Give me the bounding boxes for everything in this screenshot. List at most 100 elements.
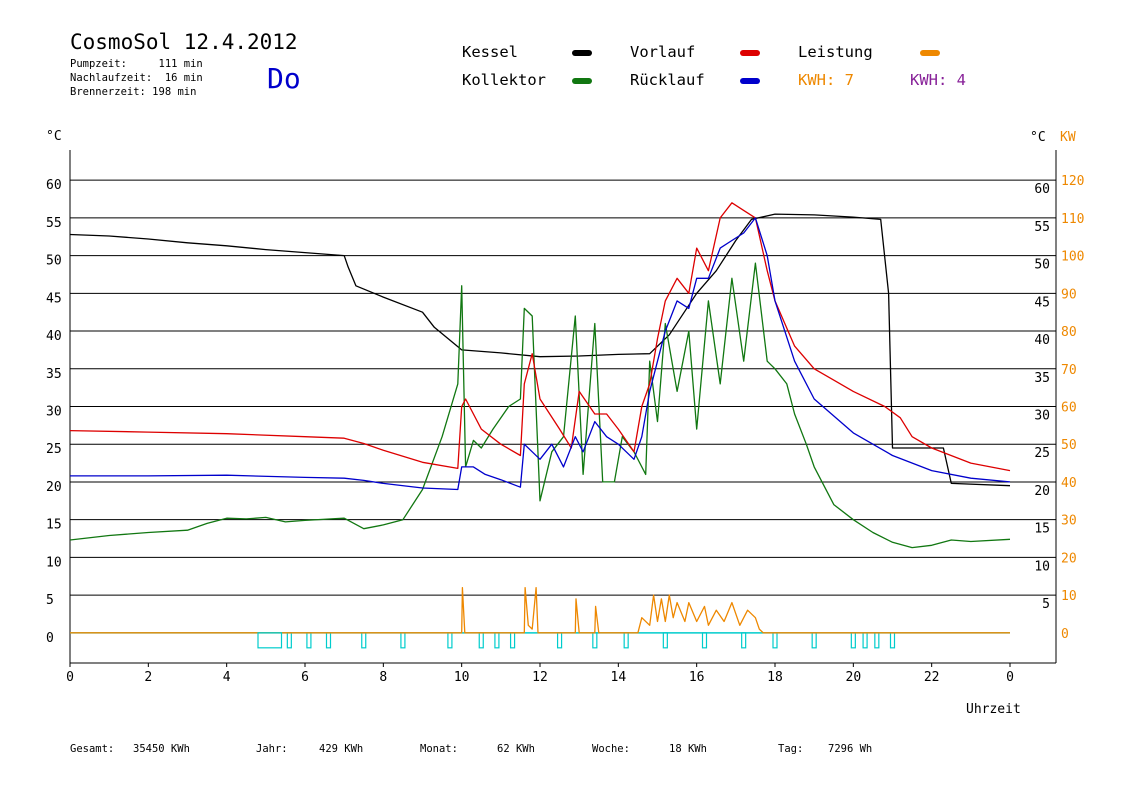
burner-marker <box>811 632 817 649</box>
footer-total-label: Gesamt: <box>70 743 115 755</box>
series-line-kessel <box>69 213 1011 487</box>
footer-day-label: Tag: <box>778 743 804 755</box>
y-tick-label: 50 <box>46 254 62 269</box>
y-tick-label: 0 <box>46 631 54 646</box>
y2-tick-label: 20 <box>1061 551 1077 566</box>
x-tick-label: 4 <box>223 670 231 685</box>
burner-marker <box>850 632 856 649</box>
burner-marker <box>400 632 406 649</box>
y-tick-label-right: 15 <box>1034 522 1050 537</box>
x-tick-label: 12 <box>532 670 548 685</box>
y-tick-label: 60 <box>46 178 62 193</box>
burner-marker <box>889 632 896 649</box>
y-tick-label-right: 50 <box>1034 258 1050 273</box>
footer-month-label: Monat: <box>420 743 458 755</box>
y-tick-label: 20 <box>46 480 62 495</box>
y-tick-label: 10 <box>46 555 62 570</box>
burner-marker <box>874 632 880 649</box>
burner-marker <box>662 632 668 649</box>
y2-tick-label: 40 <box>1061 476 1077 491</box>
pump-time: Pumpzeit: 111 min <box>70 58 203 70</box>
burner-time: Brennerzeit: 198 min <box>70 86 197 98</box>
burner-marker <box>447 632 453 649</box>
right-axis-unit-celsius: °C <box>1030 130 1046 145</box>
footer-total-value: 35450 KWh <box>133 743 190 755</box>
legend-swatch-kessel <box>572 50 592 56</box>
y-tick-label: 35 <box>46 367 62 382</box>
burner-marker <box>701 632 708 649</box>
legend-swatch-ruecklauf <box>740 78 760 84</box>
y2-tick-label: 50 <box>1061 438 1077 453</box>
y-tick-label: 15 <box>46 518 62 533</box>
x-tick-label: 10 <box>454 670 470 685</box>
x-tick-label: 2 <box>144 670 152 685</box>
y2-tick-label: 0 <box>1061 627 1069 642</box>
x-tick-label: 8 <box>379 670 387 685</box>
legend-swatch-leistung <box>920 50 940 56</box>
y-tick-label-right: 10 <box>1034 559 1050 574</box>
burner-marker <box>361 632 367 649</box>
x-tick-label: 20 <box>846 670 862 685</box>
legend-label-kollektor: Kollektor <box>462 71 546 89</box>
y2-tick-label: 60 <box>1061 401 1077 416</box>
footer-year-label: Jahr: <box>256 743 288 755</box>
footer-week-label: Woche: <box>592 743 630 755</box>
y2-tick-label: 80 <box>1061 325 1077 340</box>
footer-day-value: 7296 Wh <box>828 743 873 755</box>
burner-marker <box>478 632 484 649</box>
y2-tick-label: 100 <box>1061 250 1084 265</box>
footer-month-value: 62 KWh <box>497 743 535 755</box>
y2-tick-label: 120 <box>1061 174 1084 189</box>
x-axis-label: Uhrzeit <box>966 702 1021 717</box>
series-line-vorlauf <box>69 202 1011 472</box>
legend-swatch-vorlauf <box>740 50 760 56</box>
burner-marker <box>592 632 598 649</box>
y-tick-label-right: 40 <box>1034 333 1050 348</box>
y-tick-label-right: 5 <box>1042 597 1050 612</box>
y-tick-label: 55 <box>46 216 62 231</box>
y2-tick-label: 110 <box>1061 212 1084 227</box>
x-tick-label: 0 <box>1006 670 1014 685</box>
y-tick-label-right: 45 <box>1034 295 1050 310</box>
chart-title: CosmoSol 12.4.2012 <box>70 30 298 54</box>
kwh-label-2: KWH: 4 <box>910 71 966 89</box>
burner-marker <box>325 632 332 649</box>
burner-marker <box>772 632 778 649</box>
x-tick-label: 0 <box>66 670 74 685</box>
y-tick-label: 45 <box>46 291 62 306</box>
y-tick-label-right: 60 <box>1034 182 1050 197</box>
burner-marker <box>623 632 629 649</box>
y-tick-label-right: 20 <box>1034 484 1050 499</box>
legend-label-vorlauf: Vorlauf <box>630 43 696 61</box>
y-tick-label: 5 <box>46 593 54 608</box>
burner-marker <box>509 632 516 649</box>
y-tick-label-right: 55 <box>1034 220 1050 235</box>
burner-marker <box>862 632 868 649</box>
burner-marker <box>556 632 563 649</box>
y-tick-label: 40 <box>46 329 62 344</box>
burner-marker <box>741 632 747 649</box>
legend-swatch-kollektor <box>572 78 592 84</box>
series-line-leistung <box>70 586 1010 634</box>
x-tick-label: 14 <box>611 670 627 685</box>
y-tick-label-right: 30 <box>1034 409 1050 424</box>
legend-label-ruecklauf: Rücklauf <box>630 71 705 89</box>
kwh-label-1: KWH: 7 <box>798 71 854 89</box>
x-tick-label: 18 <box>767 670 783 685</box>
y2-tick-label: 10 <box>1061 589 1077 604</box>
y2-tick-label: 90 <box>1061 287 1077 302</box>
overrun-time: Nachlaufzeit: 16 min <box>70 72 203 84</box>
y-tick-label-right: 25 <box>1034 446 1050 461</box>
footer-year-value: 429 KWh <box>319 743 364 755</box>
burner-marker <box>494 632 500 649</box>
y-tick-label-right: 35 <box>1034 371 1050 386</box>
weekday-label: Do <box>267 62 301 95</box>
y-tick-label: 30 <box>46 405 62 420</box>
footer-week-value: 18 KWh <box>669 743 707 755</box>
legend-label-leistung: Leistung <box>798 43 873 61</box>
series-line-ruecklauf <box>70 217 1011 491</box>
y2-tick-label: 30 <box>1061 514 1077 529</box>
right-axis-unit-kw: KW <box>1060 130 1076 145</box>
left-axis-unit: °C <box>46 129 62 144</box>
